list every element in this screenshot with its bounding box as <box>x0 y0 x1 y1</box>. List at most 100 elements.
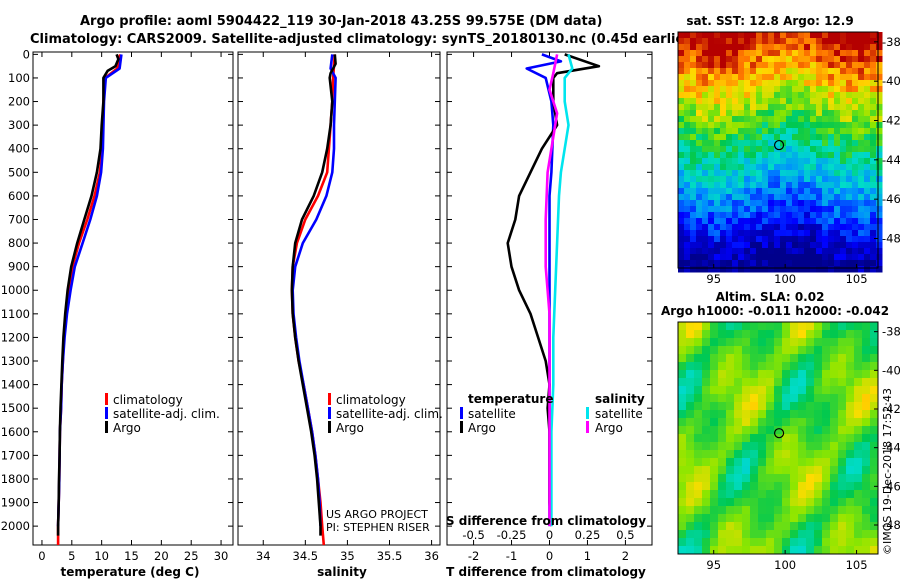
map-cell <box>702 206 709 213</box>
map-cell <box>732 260 739 267</box>
map-cell <box>790 410 799 419</box>
map-cell <box>686 322 695 331</box>
map-cell <box>690 32 697 39</box>
map-cell <box>854 394 863 403</box>
map-cell <box>806 386 815 395</box>
map-cell <box>852 62 859 69</box>
map-cell <box>854 378 863 387</box>
map-cell <box>822 514 831 523</box>
map-cell <box>840 188 847 195</box>
map-cell <box>774 266 781 273</box>
map-cell <box>718 362 727 371</box>
y-tick-label: 1300 <box>1 354 30 368</box>
map-cell <box>750 248 757 255</box>
map-cell <box>684 224 691 231</box>
map-cell <box>686 418 695 427</box>
map-cell <box>790 506 799 515</box>
map-cell <box>854 322 863 331</box>
map-cell <box>738 242 745 249</box>
map-cell <box>714 80 721 87</box>
map-cell <box>686 370 695 379</box>
map-cell <box>876 116 883 123</box>
map-cell <box>714 260 721 267</box>
map-cell <box>870 170 877 177</box>
map-cell <box>822 330 831 339</box>
map-cell <box>852 260 859 267</box>
map-cell <box>690 62 697 69</box>
map-cell <box>762 140 769 147</box>
map-cell <box>830 322 839 331</box>
map-cell <box>862 394 871 403</box>
map-cell <box>774 242 781 249</box>
map-cell <box>750 50 757 57</box>
map-cell <box>852 80 859 87</box>
map-cell <box>782 346 791 355</box>
map-cell <box>852 110 859 117</box>
map-cell <box>762 182 769 189</box>
map-cell <box>732 230 739 237</box>
map-cell <box>678 322 687 331</box>
y-tick-label: 100 <box>8 71 30 85</box>
map-y-tick-label: -44 <box>882 153 900 167</box>
map-cell <box>822 140 829 147</box>
map-cell <box>870 92 877 99</box>
map-cell <box>814 410 823 419</box>
map-cell <box>696 212 703 219</box>
map-cell <box>702 394 711 403</box>
map-cell <box>750 346 759 355</box>
map-cell <box>798 522 807 531</box>
map-cell <box>750 546 759 555</box>
map-cell <box>726 92 733 99</box>
map-cell <box>768 62 775 69</box>
map-cell <box>786 152 793 159</box>
map-cell <box>838 402 847 411</box>
map-cell <box>782 466 791 475</box>
map-cell <box>876 194 883 201</box>
map-cell <box>798 122 805 129</box>
map-cell <box>828 242 835 249</box>
map-cell <box>846 450 855 459</box>
map-cell <box>734 394 743 403</box>
sst-map: 95 100 105-38-40-42-44-46-48 <box>677 31 900 286</box>
map-cell <box>720 38 727 45</box>
map-cell <box>846 322 855 331</box>
map-cell <box>838 458 847 467</box>
map-cell <box>774 482 783 491</box>
map-cell <box>696 236 703 243</box>
map-cell <box>782 418 791 427</box>
map-cell <box>846 176 853 183</box>
map-cell <box>834 62 841 69</box>
map-cell <box>834 266 841 273</box>
map-cell <box>702 194 709 201</box>
map-cell <box>816 86 823 93</box>
map-cell <box>852 266 859 273</box>
map-cell <box>738 56 745 63</box>
map-cell <box>876 236 883 243</box>
map-cell <box>744 68 751 75</box>
map-cell <box>744 122 751 129</box>
map-cell <box>756 230 763 237</box>
map-cell <box>702 50 709 57</box>
map-cell <box>768 80 775 87</box>
map-cell <box>846 164 853 171</box>
map-cell <box>702 466 711 475</box>
map-cell <box>702 322 711 331</box>
map-cell <box>780 152 787 159</box>
map-cell <box>750 474 759 483</box>
map-cell <box>750 218 757 225</box>
map-cell <box>726 152 733 159</box>
map-cell <box>744 164 751 171</box>
map-cell <box>732 116 739 123</box>
map-cell <box>858 38 865 45</box>
map-cell <box>702 458 711 467</box>
map-cell <box>718 530 727 539</box>
map-cell <box>720 158 727 165</box>
map-cell <box>822 164 829 171</box>
map-cell <box>696 254 703 261</box>
map-cell <box>708 176 715 183</box>
map-cell <box>678 506 687 515</box>
map-cell <box>876 158 883 165</box>
map-cell <box>768 224 775 231</box>
map-cell <box>768 74 775 81</box>
map-cell <box>806 450 815 459</box>
